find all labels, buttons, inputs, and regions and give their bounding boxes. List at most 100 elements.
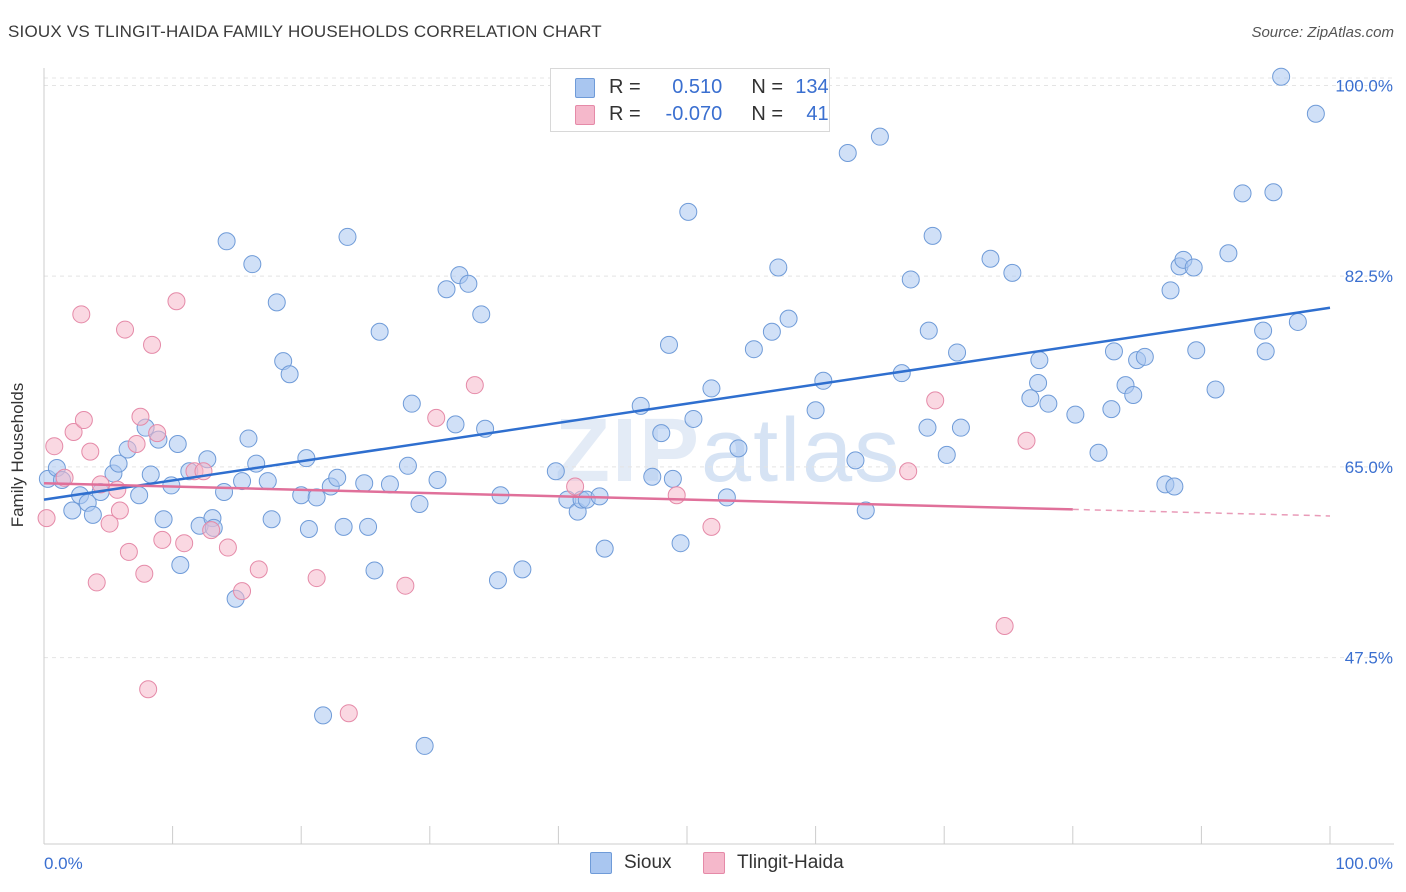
sioux-point (1066, 405, 1085, 424)
tlingit-haida-point (55, 468, 74, 487)
legend-row-text: R = 0.510 N = 134 (609, 76, 829, 99)
sioux-point (63, 501, 82, 520)
tlingit-haida-point (110, 501, 129, 520)
n-value: 134 (795, 76, 829, 98)
sioux-point (338, 227, 357, 246)
tlingit-haida-point (87, 573, 106, 592)
sioux-point (1256, 342, 1275, 361)
sioux-point (415, 736, 434, 755)
tlingit-haida-trend-line (43, 481, 1073, 511)
x-tick-label: 100.0% (1335, 854, 1393, 873)
tlingit-haida-point (926, 391, 945, 410)
tlingit-haida-point (249, 560, 268, 579)
sioux-point (923, 226, 942, 245)
sioux-point (472, 305, 491, 324)
sioux-point (951, 418, 970, 437)
n-label: N = (751, 76, 784, 98)
sioux-point (446, 415, 465, 434)
sioux-point (365, 561, 384, 580)
r-label: R = (609, 103, 641, 125)
sioux-point (359, 517, 378, 536)
tlingit-haida-point (233, 582, 252, 601)
sioux-point (652, 424, 671, 443)
tlingit-haida-point (81, 442, 100, 461)
sioux-point (109, 454, 128, 473)
sioux-point (258, 472, 277, 491)
sioux-point (856, 501, 875, 520)
sioux-point (870, 127, 889, 146)
tlingit-haida-point (153, 530, 172, 549)
sioux-point (948, 343, 967, 362)
sioux-point (762, 322, 781, 341)
sioux-point (659, 335, 678, 354)
sioux-point (314, 706, 333, 725)
sioux-point (1039, 394, 1058, 413)
legend-row-text: R = -0.070 N = 41 (609, 103, 829, 126)
tlingit-haida-point (119, 542, 138, 561)
r-label: R = (609, 76, 641, 98)
sioux-legend-label: Sioux (624, 852, 672, 873)
sioux-point (1272, 67, 1291, 86)
sioux-point (437, 280, 456, 299)
sioux-point (1089, 443, 1108, 462)
sioux-point (267, 293, 286, 312)
sioux-point (262, 510, 281, 529)
sioux-point (334, 517, 353, 536)
sioux-point (299, 520, 318, 539)
sioux-point (513, 560, 532, 579)
sioux-point (663, 469, 682, 488)
sioux-point (846, 451, 865, 470)
sioux-point (1254, 321, 1273, 340)
tlingit-haida-point (307, 569, 326, 588)
sioux-point (679, 202, 698, 221)
sioux-point (702, 379, 721, 398)
sioux-point (141, 465, 160, 484)
sioux-point (1219, 244, 1238, 263)
sioux-point (355, 474, 374, 493)
sioux-point (215, 482, 234, 501)
sioux-point (1102, 400, 1121, 419)
tlingit-haida-point (427, 408, 446, 427)
tlingit-haida-point (135, 564, 154, 583)
sioux-point (919, 321, 938, 340)
tlingit-haida-point (1017, 431, 1036, 450)
sioux-point (806, 401, 825, 420)
sioux-point (779, 309, 798, 328)
sioux-point (643, 467, 662, 486)
tlingit-haida-point (175, 534, 194, 553)
tlingit-haida-legend-label: Tlingit-Haida (737, 852, 844, 873)
sioux-point (1021, 389, 1040, 408)
y-tick-label: 100.0% (1335, 76, 1393, 95)
sioux-point (402, 394, 421, 413)
sioux-point (233, 472, 252, 491)
sioux-point (918, 418, 937, 437)
sioux-point (280, 365, 299, 384)
sioux-point (1187, 341, 1206, 360)
tlingit-haida-point (116, 320, 135, 339)
sioux-point (1306, 104, 1325, 123)
sioux-point (459, 274, 478, 293)
tlingit-haida-point (143, 335, 162, 354)
stats-legend: R = 0.510 N = 134 R = -0.070 N = 41 (550, 68, 830, 132)
sioux-point (937, 445, 956, 464)
sioux-point (1184, 258, 1203, 277)
tlingit-haida-point (899, 462, 918, 481)
sioux-point (981, 249, 1000, 268)
y-axis-label: Family Households (8, 382, 27, 528)
sioux-point (1206, 380, 1225, 399)
tlingit-haida-point (167, 292, 186, 311)
tlingit-haida-point (45, 437, 64, 456)
sioux-point (488, 571, 507, 590)
tlingit-haida-point (702, 517, 721, 536)
chart-title: SIOUX VS TLINGIT-HAIDA FAMILY HOUSEHOLDS… (8, 22, 602, 41)
n-value: 41 (806, 103, 829, 125)
sioux-point (1264, 183, 1283, 202)
sioux-legend-swatch (590, 852, 612, 874)
sioux-point (729, 439, 748, 458)
tlingit-haida-point (64, 423, 83, 442)
sioux-point (154, 510, 173, 529)
sioux-point (428, 470, 447, 489)
tlingit-haida-point (339, 704, 358, 723)
tlingit-haida-point (72, 305, 91, 324)
tlingit-haida-point (396, 576, 415, 595)
